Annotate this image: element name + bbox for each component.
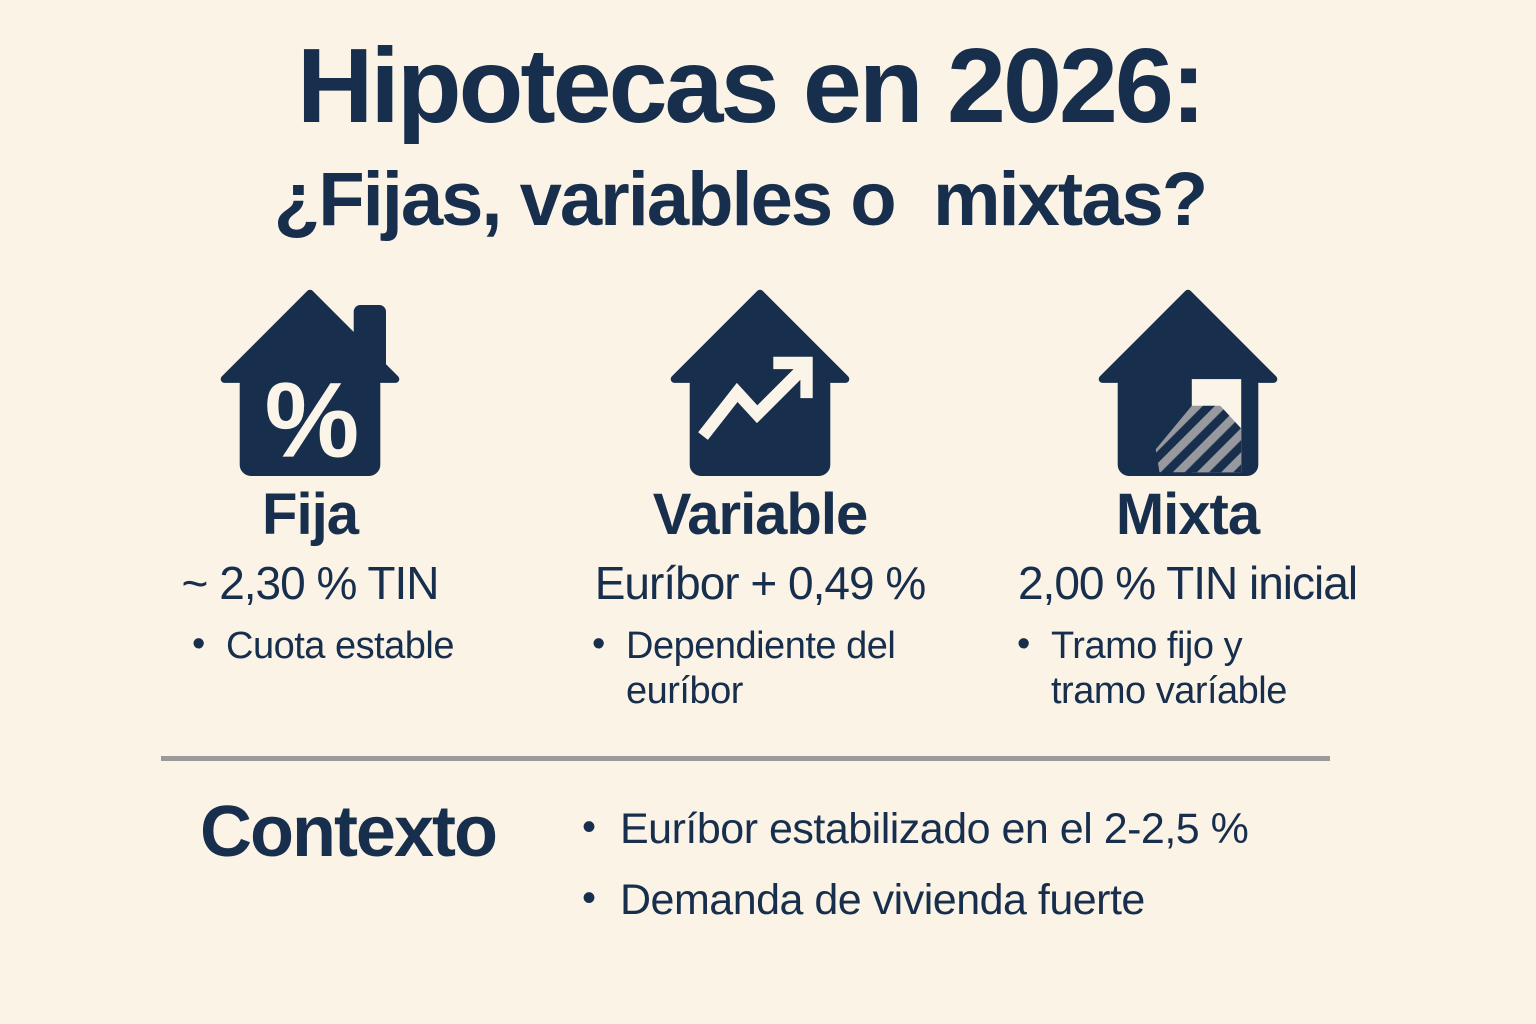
page-title: Hipotecas en 2026:	[296, 27, 1206, 145]
page-subtitle: ¿Fijas, variables o mixtas?	[273, 157, 1208, 242]
option-rate-fija: ~ 2,30 % TIN	[181, 557, 440, 609]
house-striped-door-icon	[1098, 289, 1277, 476]
bullet-item: Tramo fijo y tramo varíable	[1017, 622, 1327, 714]
context-heading: Contexto	[200, 792, 498, 872]
option-rate-mixta: 2,00 % TIN inicial	[1017, 557, 1358, 609]
option-column-variable: Variable Euríbor + 0,49 % Dependiente de…	[550, 286, 970, 714]
context-bullet-item: Euríbor estabilizado en el 2-2,5 %	[582, 805, 1249, 853]
option-column-fija: % Fija ~ 2,30 % TIN Cuota estable	[100, 286, 520, 669]
option-bullets-variable: Dependiente del euríbor	[592, 622, 922, 714]
house-trend-arrow-icon	[670, 289, 850, 476]
percent-glyph: %	[265, 361, 360, 476]
option-label-variable: Variable	[652, 482, 868, 547]
context-bullets: Euríbor estabilizado en el 2-2,5 % Deman…	[582, 805, 1249, 949]
context-bullet-item: Demanda de vivienda fuerte	[582, 876, 1248, 924]
bullet-item: Cuota estable	[192, 622, 520, 669]
option-label-fija: Fija	[262, 482, 359, 547]
section-divider	[161, 756, 1330, 761]
option-column-mixta: Mixta 2,00 % TIN inicial Tramo fijo y tr…	[965, 286, 1410, 714]
option-bullets-fija: Cuota estable	[192, 622, 520, 669]
option-label-mixta: Mixta	[1115, 482, 1260, 547]
bullet-item: Dependiente del euríbor	[592, 622, 922, 714]
option-bullets-mixta: Tramo fijo y tramo varíable	[1017, 622, 1327, 714]
striped-door-section	[1155, 405, 1241, 473]
house-percent-icon: %	[220, 289, 400, 476]
option-rate-variable: Euríbor + 0,49 %	[594, 557, 926, 609]
